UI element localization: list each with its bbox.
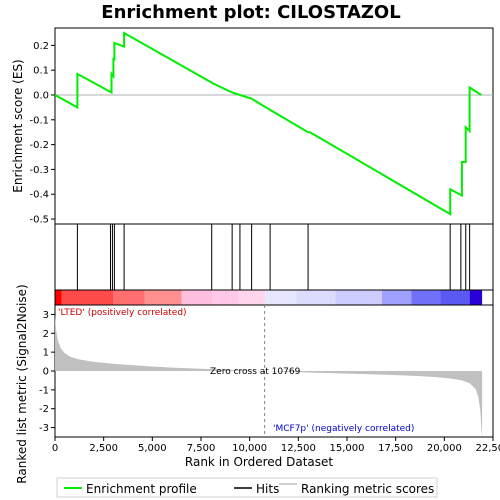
hits-panel-frame <box>54 223 494 291</box>
ranking-y-axis: -3 -2 -1 0 1 2 3 <box>39 310 55 434</box>
x-axis: 0 2,500 5,000 7,500 10,000 12,500 15,000 17,500… <box>52 437 500 454</box>
legend: Enrichment profile Hits Ranking metric s… <box>56 477 438 498</box>
color-bar-segment <box>61 290 114 305</box>
x-tick-label: 17,500 <box>378 443 413 454</box>
x-tick-label: 10,000 <box>232 443 267 454</box>
ranking-y-tick-label: -1 <box>39 385 49 396</box>
color-bar-segment <box>181 290 213 305</box>
x-tick-label: 7,500 <box>187 443 216 454</box>
x-tick-label: 12,500 <box>281 443 316 454</box>
ranking-y-tick-label: -3 <box>39 423 49 434</box>
es-panel: -0.5 -0.4 -0.3 -0.2 -0.1 0.0 0.1 0.2 Enrichment… <box>11 27 494 226</box>
es-y-tick-label: 0.2 <box>33 41 49 52</box>
color-bar-segment <box>55 290 62 305</box>
x-tick-label: 2,500 <box>89 443 118 454</box>
ranking-y-tick-label: -2 <box>39 404 49 415</box>
es-y-tick-label: -0.2 <box>29 140 49 151</box>
x-tick-label: 5,000 <box>138 443 167 454</box>
color-bar-segment <box>265 290 297 305</box>
chart-title: Enrichment plot: CILOSTAZOL <box>101 2 400 23</box>
legend-label-hits: Hits <box>256 482 279 496</box>
color-bar-segment <box>144 290 182 305</box>
es-y-tick-label: 0.1 <box>33 66 49 77</box>
x-tick-label: 15,000 <box>330 443 365 454</box>
es-panel-frame <box>54 27 494 225</box>
color-bar-segment <box>382 290 412 305</box>
color-bar-segment <box>212 290 238 305</box>
ranking-panel: -3 -2 -1 0 1 2 3 'LTED' (positively correlated… <box>15 284 494 484</box>
color-bar-segment <box>335 290 383 305</box>
ranking-y-tick-label: 1 <box>43 348 49 359</box>
x-tick-label: 0 <box>52 443 58 454</box>
es-y-tick-label: -0.3 <box>29 165 49 176</box>
color-bar-segment <box>296 290 336 305</box>
rank-color-bar <box>55 290 483 305</box>
enrichment-profile-line <box>54 31 482 216</box>
positive-label: 'LTED' (positively correlated) <box>58 308 187 318</box>
ranking-y-tick-label: 2 <box>43 329 49 340</box>
es-y-axis: -0.5 -0.4 -0.3 -0.2 -0.1 0.0 0.1 0.2 <box>29 41 55 226</box>
color-bar-segment <box>411 290 441 305</box>
ranking-y-tick-label: 3 <box>43 310 49 321</box>
hits-panel <box>54 223 494 291</box>
ranking-y-tick-label: 0 <box>43 367 49 378</box>
zero-cross-label: Zero cross at 10769 <box>210 367 301 377</box>
color-bar-segment <box>440 290 470 305</box>
x-tick-label: 20,000 <box>427 443 462 454</box>
color-bar-segment <box>469 290 483 305</box>
color-bar-segment <box>237 290 266 305</box>
legend-label-ranking: Ranking metric scores <box>301 482 434 496</box>
ranking-y-axis-label: Ranked list metric (Signal2Noise) <box>15 284 29 483</box>
es-y-axis-label: Enrichment score (ES) <box>11 59 25 192</box>
es-y-tick-label: -0.5 <box>29 215 49 226</box>
legend-label-enrichment: Enrichment profile <box>86 482 197 496</box>
x-axis-label: Rank in Ordered Dataset <box>185 455 333 469</box>
color-bar-segment <box>113 290 145 305</box>
es-y-tick-label: -0.4 <box>29 190 49 201</box>
negative-label: 'MCF7p' (negatively correlated) <box>273 424 414 434</box>
es-y-tick-label: 0.0 <box>33 90 49 101</box>
es-y-tick-label: -0.1 <box>29 115 49 126</box>
hit-markers <box>76 224 471 290</box>
x-tick-label: 22,500 <box>476 443 500 454</box>
